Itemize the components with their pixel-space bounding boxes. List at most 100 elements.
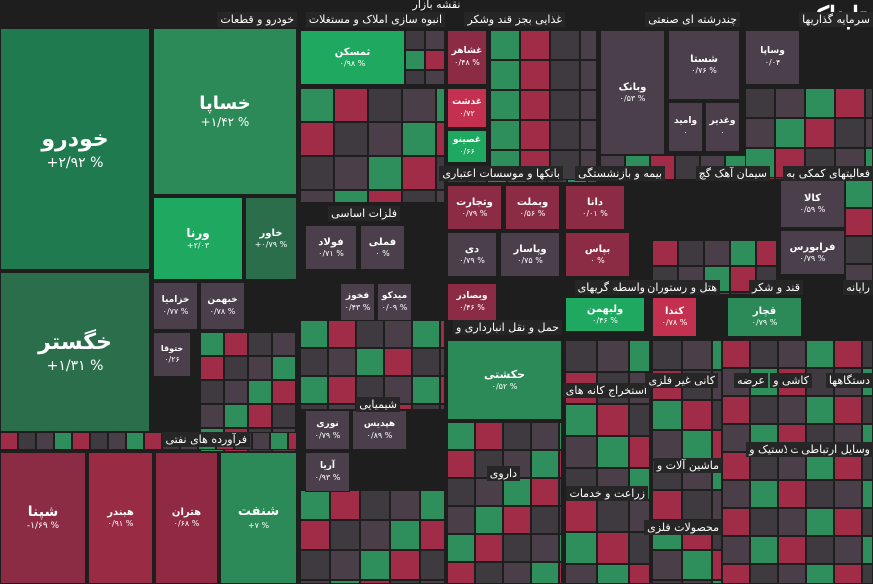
map-title: نقشه بازار [412,0,461,11]
stock-name: وبصادر [456,290,488,301]
filler-tile [356,320,384,348]
filler-tile [126,432,144,450]
sector-label: رایانه [843,280,873,295]
filler-tile [778,340,806,368]
filler-tile [328,348,356,376]
filler-tile [224,332,248,356]
filler-tile [402,156,436,190]
sector-label: سیمان آهک گچ [695,166,770,181]
stock-name: قچار [752,306,777,318]
filler-tile [503,422,531,450]
stock-tile: میدکو ۰/۰۹ % [377,283,412,321]
stock-change: ۰ % [375,248,390,258]
filler-tile [300,348,328,376]
filler-tile [722,452,750,480]
sector-label: بیمه و بازنشستگی [575,166,665,181]
filler-tile [712,430,722,460]
sector-label: فرآورده های نفتی [162,432,250,447]
stock-name: حکشتی [483,367,526,381]
filler-tile [834,340,862,368]
stock-change: ۰/۷۷ % [162,306,189,316]
filler-tile [559,534,562,562]
filler-tile [503,506,531,534]
filler-tile [300,320,328,348]
filler-tile [565,500,597,532]
filler-tile [845,180,873,208]
stock-tile: ثمسکن ۰/۹۸ % [300,30,405,85]
filler-tile [425,30,445,50]
filler-tile [405,50,425,70]
stock-change: ۰/۵۳ % [619,93,646,103]
filler-tile [330,580,360,584]
stock-name: خودرو [41,126,109,152]
filler-tile [652,340,682,370]
filler-tile [806,508,834,536]
stock-name: آریا [319,460,336,471]
stock-tile: غشاهر ۰/۴۸ % [447,30,487,85]
sector-label: استخراج کانه های [562,383,650,398]
filler-tile [360,490,390,520]
stock-change: ۰/۰۴ [764,58,781,68]
stock-name: وبملت [516,196,549,208]
stock-name: دی [464,243,480,255]
stock-tile: فملی ۰ % [360,225,405,270]
stock-tile: وپاسار ۰/۷۵ % [500,232,560,277]
filler-tile [745,88,775,118]
stock-tile: خبهمن ۰/۷۸ % [200,282,245,330]
filler-tile [712,580,722,584]
stock-name: شنفت [237,504,280,520]
sector-label: کاشی و [770,373,812,388]
filler-tile [447,506,475,534]
stock-change: ۰/۰۱ % [582,208,608,218]
filler-tile [436,122,445,156]
filler-tile [750,508,778,536]
stock-tile: خزامیا ۰/۷۷ % [153,282,198,330]
stock-tile: وبانک ۰/۵۳ % [600,30,665,155]
filler-tile [402,190,436,203]
sector-label: داروی [486,466,520,481]
stock-name: کالا [803,193,822,205]
stock-change: ۰ % [590,255,605,265]
stock-tile: فرابورس ۰/۷۹ % [780,230,845,275]
filler-tile [475,534,503,562]
filler-tile [412,320,440,348]
filler-tile [580,120,597,150]
filler-tile [252,432,270,450]
filler-tile [652,400,682,430]
sector-label: ماشین آلات و [653,458,722,473]
filler-tile [328,320,356,348]
filler-tile [475,422,503,450]
filler-tile [402,122,436,156]
filler-tile [531,422,559,450]
stock-change: ۰/۷۲ [459,108,475,118]
filler-tile [420,520,445,550]
filler-tile [730,240,756,266]
stock-tile: فولاد ۰/۷۱ % [305,225,357,270]
sector-label: دستگاهها [825,373,873,388]
filler-tile [503,478,531,506]
filler-tile [652,580,682,584]
filler-tile [531,506,559,534]
sector-label: انبوه سازی املاک و مستغلات [305,12,445,27]
filler-tile [652,430,682,460]
filler-tile [806,396,834,424]
filler-tile [722,480,750,508]
stock-change: ۰/۷۹ % [459,255,485,265]
filler-tile [629,340,650,372]
stock-change: ۰/۷۱ % [318,248,344,258]
filler-tile [224,356,248,380]
stock-change: ۰/۴۶ % [592,315,618,325]
stock-name: فخوز [345,290,370,301]
stock-change: ۰/۹۸ % [339,58,366,68]
stock-change: ۰/۷۹ % [751,318,778,328]
filler-tile [300,156,334,190]
filler-tile [200,356,224,380]
filler-tile [712,490,722,520]
stock-tile: بپاس ۰ % [565,232,630,277]
filler-tile [200,332,224,356]
stock-tile: وتجارت ۰/۷۹ % [447,185,502,230]
filler-tile [18,432,36,450]
filler-tile [300,190,334,203]
stock-tile: وغدیر ۰ [705,102,740,152]
